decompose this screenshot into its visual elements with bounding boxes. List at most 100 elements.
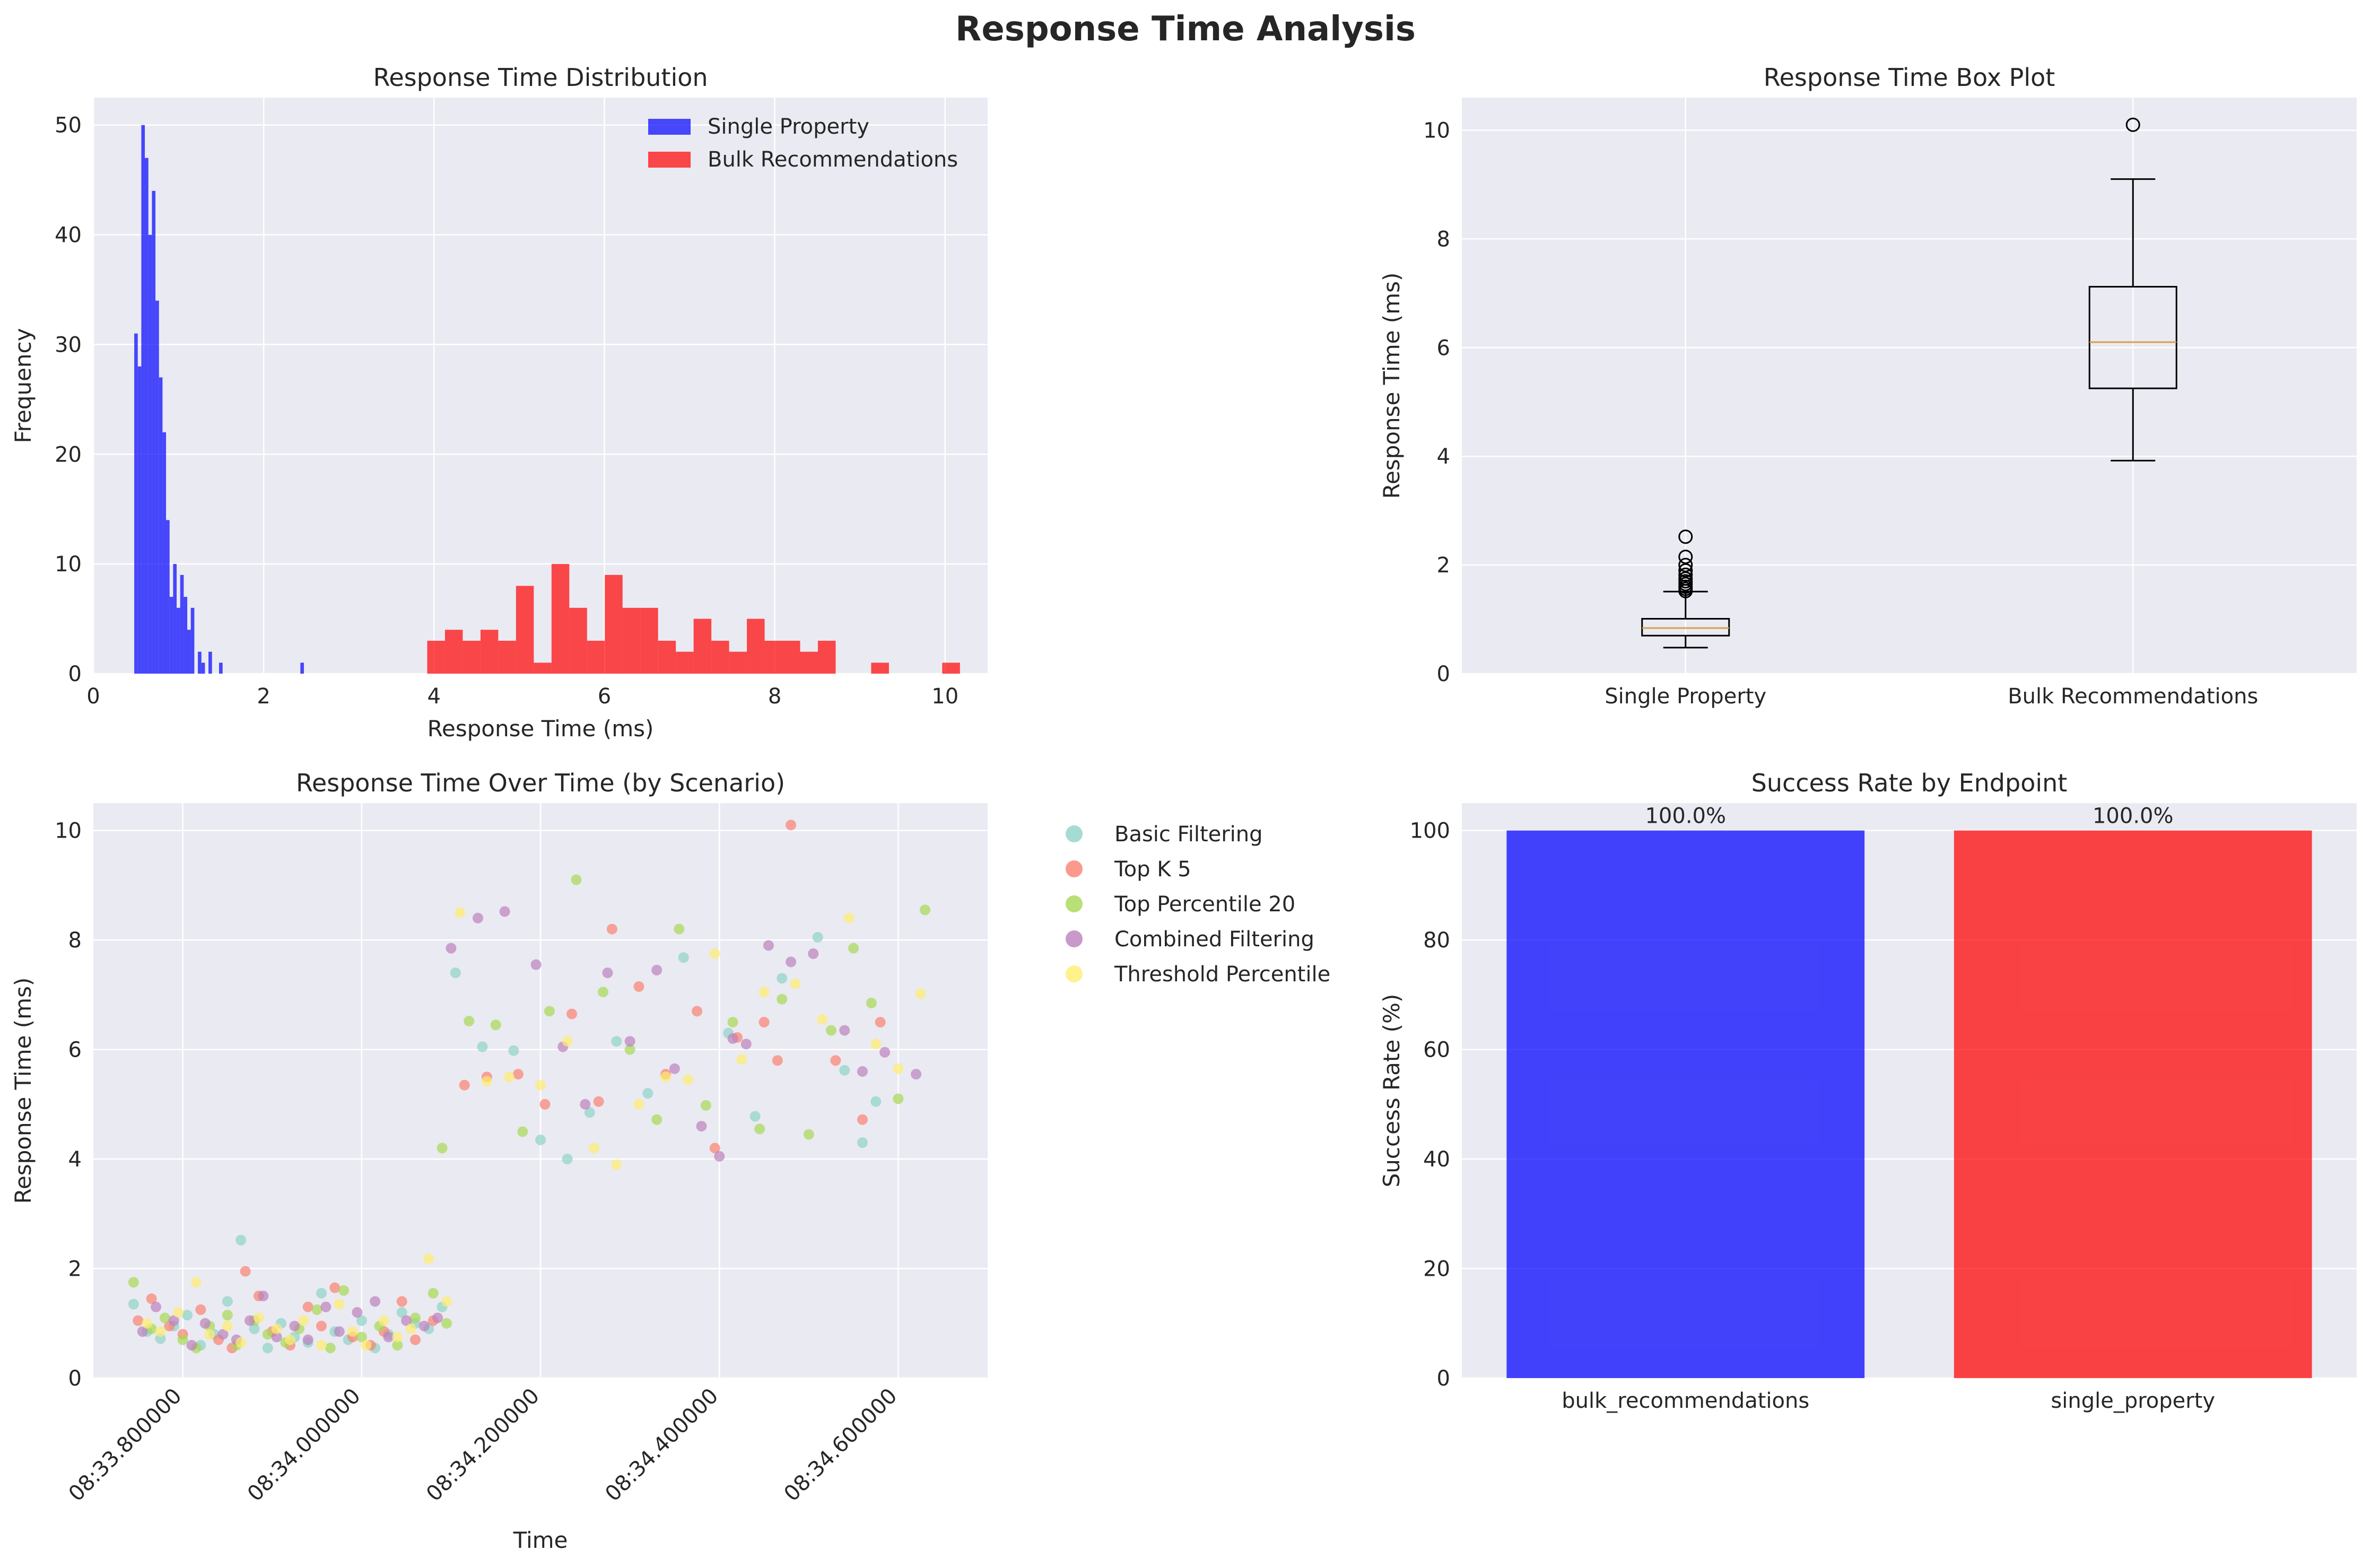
scatter-point (128, 1277, 139, 1288)
box-outlier (1678, 568, 1693, 582)
histogram-bar (148, 234, 152, 674)
scatter-point (651, 964, 663, 975)
scatter-point (262, 1343, 273, 1354)
histogram-bar (480, 630, 499, 674)
scatter-point (316, 1320, 327, 1331)
histogram-bar (516, 586, 534, 674)
x-tick-label: 08:34.400000 (600, 1384, 723, 1506)
scatter-point (222, 1310, 233, 1321)
scatter-point (642, 1088, 653, 1099)
scatter-point (423, 1253, 434, 1264)
scatter-point (749, 1111, 761, 1122)
scatter-point (808, 948, 819, 959)
bar-value-label: 100.0% (1645, 804, 1726, 829)
scatter-point (222, 1320, 233, 1331)
legend-marker (1066, 895, 1083, 912)
scatter-point (455, 907, 466, 918)
scatter-point (289, 1320, 300, 1331)
y-tick-label: 20 (1423, 1257, 1450, 1282)
x-tick-label: 8 (768, 684, 781, 709)
scatter-point (428, 1287, 439, 1299)
scatter-point (651, 1114, 663, 1125)
scatter-point (839, 1025, 850, 1036)
scatter-point (253, 1312, 264, 1323)
scatter-point (740, 1039, 752, 1050)
y-tick-label: 6 (1437, 336, 1450, 360)
legend-label: Top Percentile 20 (1114, 892, 1295, 917)
scatter-point (598, 987, 609, 998)
scatter-point (325, 1343, 336, 1354)
scatter-point (736, 1054, 747, 1065)
figure-title: Response Time Analysis (955, 10, 1416, 49)
scatter-point (683, 1074, 694, 1085)
scatter-point (222, 1296, 233, 1307)
y-tick-label: 10 (1423, 118, 1450, 143)
scatter-point (311, 1304, 322, 1315)
scatter-point (316, 1287, 327, 1299)
scatter-point (499, 906, 510, 917)
histogram-bar (187, 630, 191, 674)
histogram-bar (169, 597, 173, 674)
scatter-point (481, 1076, 492, 1087)
legend-label: Threshold Percentile (1114, 962, 1330, 987)
histogram-bar (208, 651, 212, 674)
scatter-point (709, 948, 720, 959)
scatter-point (392, 1340, 403, 1351)
scatter-point (490, 1020, 501, 1031)
scatter-point (392, 1331, 403, 1343)
scatter-point (763, 940, 774, 951)
scatter-point (405, 1323, 416, 1335)
histogram-bar (658, 640, 676, 674)
scatter-point (316, 1340, 327, 1351)
x-tick-label: 08:34.000000 (243, 1384, 365, 1506)
y-tick-label: 10 (55, 819, 82, 843)
scatter-point (727, 1033, 738, 1044)
scatter-point (173, 1307, 184, 1318)
scatter-point (857, 1066, 868, 1077)
success-bar (1954, 830, 2312, 1378)
scatter-point (217, 1329, 229, 1340)
scatter-point (356, 1315, 367, 1326)
legend-swatch (648, 119, 691, 135)
scatter-point (535, 1134, 546, 1145)
scatter-point (593, 1096, 604, 1107)
scatter-point (195, 1304, 206, 1315)
y-tick-label: 50 (55, 114, 82, 138)
histogram-bar (498, 640, 516, 674)
scatter-point (512, 1069, 524, 1080)
y-tick-label: 40 (55, 223, 82, 248)
scatter-point (409, 1312, 421, 1323)
x-tick-label: 2 (257, 684, 270, 709)
histogram-bar (605, 574, 623, 674)
histogram-bar (137, 366, 142, 674)
scatter-point (262, 1329, 273, 1340)
scatter-point (472, 912, 483, 924)
scatter-point (159, 1312, 170, 1323)
scatter-point (530, 959, 542, 970)
scatter-point (517, 1126, 528, 1137)
scatter-point (503, 1072, 515, 1083)
y-tick-label: 0 (68, 662, 82, 686)
scatter-point (611, 1036, 622, 1047)
scatter-point (825, 1025, 836, 1036)
legend-swatch (648, 152, 691, 168)
scatter-point (915, 988, 926, 999)
legend-label: Bulk Recommendations (708, 147, 958, 172)
scatter-point (437, 1143, 448, 1154)
success-bar (1506, 830, 1865, 1378)
histogram-bar (444, 630, 463, 674)
y-axis-label: Response Time (ms) (10, 978, 36, 1204)
scatter-point (580, 1099, 591, 1110)
scatter-point (870, 1039, 882, 1050)
x-tick-label: 08:34.200000 (422, 1384, 544, 1506)
scatter-point (128, 1299, 139, 1310)
legend-label: Single Property (708, 115, 869, 139)
histogram-bar (551, 564, 570, 674)
y-tick-label: 8 (1437, 227, 1450, 251)
panel-title: Response Time Over Time (by Scenario) (296, 769, 785, 797)
scatter-point (589, 1143, 600, 1154)
legend-label: Combined Filtering (1114, 927, 1314, 952)
scatter-point (271, 1331, 282, 1343)
histogram-bar (190, 607, 195, 674)
scatter-point (396, 1307, 407, 1318)
